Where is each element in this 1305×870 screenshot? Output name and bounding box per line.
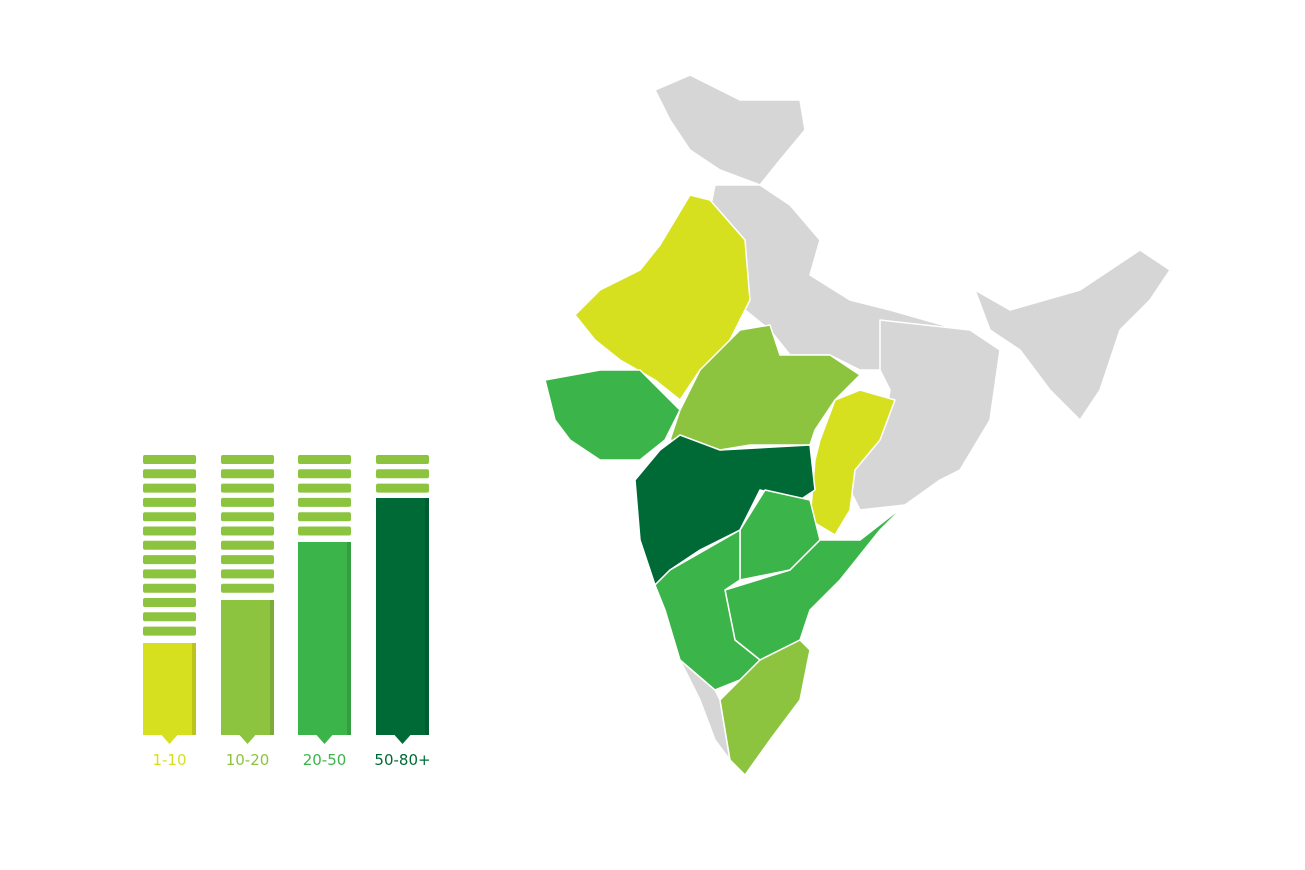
legend-pointer (316, 735, 333, 744)
india-map (544, 74, 1171, 776)
legend-stripe (221, 512, 274, 522)
legend-stripe (298, 455, 351, 464)
legend-stripe (376, 469, 429, 479)
legend-stripe (221, 497, 274, 507)
legend-stripe (221, 469, 274, 479)
legend-stripe (376, 455, 429, 464)
legend-stripe (143, 569, 196, 579)
legend-pointer (161, 735, 178, 744)
legend-label: 50-80+ (374, 751, 430, 769)
legend-stripe (143, 612, 196, 622)
legend-stripe (143, 555, 196, 565)
region (654, 74, 806, 186)
region (544, 369, 681, 461)
legend-stripe (221, 583, 274, 593)
legend-swatch (143, 643, 196, 735)
legend-swatch-edge (425, 498, 429, 735)
region (719, 639, 811, 776)
legend-swatch (376, 498, 429, 735)
region (974, 249, 1171, 421)
legend-label: 10-20 (226, 751, 270, 769)
legend-stripe (143, 526, 196, 536)
legend-stripe (298, 512, 351, 522)
legend-swatch-edge (347, 542, 351, 735)
legend-swatch (221, 600, 274, 735)
legend-label: 1-10 (152, 751, 186, 769)
legend-stripe (221, 483, 274, 493)
legend-stripe (376, 483, 429, 493)
legend-stripe (143, 497, 196, 507)
legend-pointer (239, 735, 256, 744)
legend-stripe (143, 626, 196, 636)
region (654, 529, 761, 691)
legend-stripe (143, 540, 196, 550)
legend-stripe (143, 583, 196, 593)
legend-stripe (221, 526, 274, 536)
legend-swatch-edge (270, 600, 274, 735)
legend-label: 20-50 (303, 751, 347, 769)
legend-stripe (143, 598, 196, 607)
legend-stripe (143, 483, 196, 493)
legend-stripe (298, 497, 351, 507)
region (809, 389, 896, 536)
legend-stripe (143, 512, 196, 522)
legend-stripe (298, 526, 351, 536)
region (849, 319, 1001, 511)
legend-stripe (143, 455, 196, 464)
legend-swatch-edge (192, 643, 196, 735)
legend: 1-10 10-20 20-50 50-80+ (143, 455, 431, 769)
legend-stripe (221, 455, 274, 464)
legend-swatch (298, 542, 351, 735)
legend-stripe (221, 569, 274, 579)
legend-pointer (394, 735, 411, 744)
legend-stripe (298, 483, 351, 493)
legend-stripe (298, 469, 351, 479)
legend-stripe (221, 555, 274, 565)
legend-stripe (221, 540, 274, 550)
legend-stripe (143, 469, 196, 479)
